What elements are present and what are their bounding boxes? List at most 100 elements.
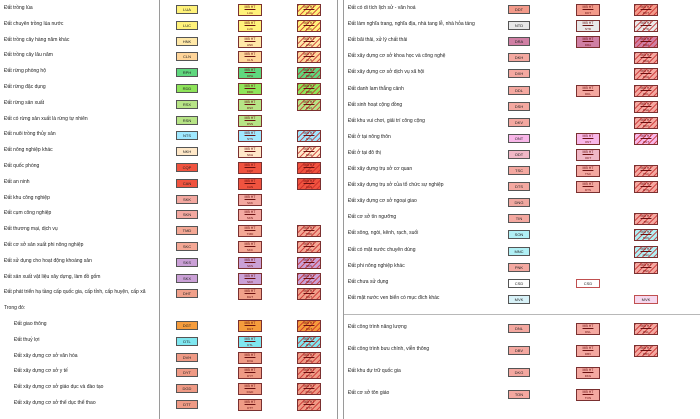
planned-symbol-hatched: MB HT CLN: [297, 51, 321, 64]
plan-caption: MB HT: [640, 5, 652, 9]
plan-code: TSC: [585, 172, 591, 176]
land-use-code-swatch: DDL: [508, 85, 530, 95]
plan-caption: MB HT: [582, 5, 594, 9]
planned-symbol-hatched: MB HT DRA: [634, 36, 658, 49]
plan-code: NKH: [305, 153, 313, 158]
plan-caption: MB HT: [303, 84, 315, 88]
land-use-label: Đất xây dựng trụ sở cơ quan: [348, 166, 413, 172]
plan-caption: MB HT: [582, 21, 594, 26]
plan-caption: MB HT: [244, 131, 256, 136]
planned-symbol-hatched: MB HT DSH: [634, 100, 658, 113]
plan-caption: MB HT: [244, 273, 256, 278]
land-use-label: Đất sinh hoạt cộng đồng: [348, 101, 403, 108]
legend-row: Đất công trình bưu chính, viễn thông DBV M…: [344, 344, 700, 358]
planned-symbol-hatched: MB HT DVH: [297, 351, 321, 364]
land-use-label: Trong đó:: [4, 305, 26, 312]
planned-symbol-hatched: MB HT RPH: [297, 67, 321, 80]
legend-right-panel: Đất có di tích lịch sử - văn hoá DDT MB HT…: [344, 0, 700, 419]
legend-row: Đất giao thông DGT MB HT DGT MB HT DGT: [0, 319, 336, 333]
planned-symbol-hatched: MB HT SKS: [297, 256, 321, 269]
plan-caption: MB HT: [303, 68, 315, 73]
land-use-label: Đất công trình năng lượng: [348, 324, 407, 330]
plan-code: PNK: [642, 268, 650, 273]
legend-left-panel: Đất trồng lúa LUA MB HT LUA MB HT LUA Đất chuy…: [0, 0, 336, 419]
planned-symbol-hatched: MB HT TIN: [634, 213, 658, 226]
plan-code: DTS: [643, 188, 649, 193]
plan-code: RSN: [246, 121, 254, 126]
plan-code: DXH: [642, 75, 650, 80]
planned-symbol-hatched: MB HT DNL: [634, 323, 658, 335]
legend-row: Đất ở tại đô thị ODT MB HT ODT: [344, 148, 700, 162]
planned-symbol: MB HT HNK: [238, 35, 262, 48]
plan-caption: MB HT: [582, 182, 594, 187]
legend-row: Đất trồng cây hàng năm khác HNK MB HT HNK MB…: [0, 35, 336, 49]
land-use-code-swatch: DHT: [176, 289, 198, 299]
plan-caption: MB HT: [640, 214, 652, 219]
plan-code: RPH: [246, 74, 254, 79]
land-use-label: Đất thuỷ lợi: [14, 336, 40, 343]
planned-symbol-hatched: MB HT DHT: [297, 288, 321, 301]
legend-row: Đất xây dựng cơ sở khoa học và công nghệ…: [344, 51, 700, 65]
plan-caption: MB HT: [303, 226, 315, 231]
land-use-label: Đất xây dựng cơ sở thể dục thể thao: [14, 400, 96, 406]
land-use-label: Đất thương mại, dịch vụ: [4, 226, 58, 233]
land-use-code-swatch: RPH: [176, 68, 198, 78]
land-use-code-swatch: SKN: [176, 210, 198, 220]
planned-symbol: MB HT DNL: [576, 323, 600, 335]
plan-caption: MB HT: [303, 163, 315, 167]
planned-symbol-hatched: MB HT DKH: [634, 52, 658, 65]
plan-code: DTS: [585, 188, 591, 193]
plan-code: LUA: [306, 11, 312, 15]
plan-code: DGT: [246, 327, 254, 331]
land-use-code-swatch: LUA: [176, 5, 198, 14]
legend-row: Đất bãi thải, xử lý chất thải DRA MB HT DRA…: [344, 35, 700, 49]
planned-symbol: MB HT RDD: [238, 83, 262, 95]
plan-code: DGD: [246, 390, 254, 395]
planned-symbol-hatched: MB HT NTS: [297, 130, 321, 143]
land-use-code-swatch: RSN: [176, 115, 198, 125]
legend-row: Đất cơ sở sản xuất phi nông nghiệp SKC MB …: [0, 240, 336, 254]
planned-symbol-hatched: MB HT DTS: [634, 181, 658, 194]
legend-row: Đất phi nông nghiệp khác PNK MB HT PNK: [344, 261, 700, 275]
land-use-label: Đất xây dựng cơ sở ngoại giao: [348, 198, 417, 205]
planned-symbol-hatched: MB HT HNK: [297, 35, 321, 48]
plan-caption: MB HT: [244, 99, 256, 104]
land-use-code-swatch: ODT: [508, 149, 530, 159]
plan-caption: MB HT: [640, 133, 652, 138]
plan-code: ONT: [584, 139, 592, 144]
land-use-label: Đất trồng cây hàng năm khác: [4, 36, 70, 43]
plan-caption: MB HT: [244, 147, 256, 152]
planned-symbol: MB HT ONT: [576, 132, 600, 145]
plan-code: DKH: [642, 59, 650, 64]
plan-code: DSH: [642, 107, 650, 112]
legend-row: Đất an ninh CAN MB HT CAN MB HT CAN: [0, 177, 336, 191]
plan-caption: MB HT: [244, 163, 256, 167]
plan-caption: MB HT: [244, 84, 256, 88]
land-use-label: Đất cơ sở tín ngưỡng: [348, 214, 397, 221]
plan-caption: MB HT: [303, 178, 315, 183]
plan-code: NTD: [642, 27, 650, 32]
planned-symbol: MB HT DKG: [576, 367, 600, 379]
plan-caption: MB HT: [244, 5, 256, 9]
plan-caption: MB HT: [244, 194, 256, 199]
planned-symbol-hatched: MB HT TSC: [634, 165, 658, 177]
plan-code: DKG: [584, 374, 592, 378]
planned-symbol-hatched: MB HT SKC: [297, 241, 321, 253]
plan-caption: MB HT: [640, 37, 652, 42]
planned-symbol-hatched: MB HT DTT: [297, 399, 321, 411]
legend-row: Đất mặt nước ven biển có mục đích khác MV…: [344, 293, 700, 307]
land-use-code-swatch: ONT: [508, 133, 530, 143]
planned-symbol: MB HT DGT: [238, 320, 262, 332]
plan-caption: MB HT: [244, 178, 256, 183]
planned-symbol-hatched: MB HT DXH: [634, 68, 658, 81]
plan-caption: MB HT: [640, 21, 652, 26]
panel-divider: [337, 0, 338, 419]
planned-symbol-hatched: MB HT LUA: [297, 4, 321, 16]
land-use-label: Đất xây dựng cơ sở dịch vụ xã hội: [348, 69, 425, 76]
plan-caption: MB HT: [303, 36, 315, 41]
plan-caption: MB HT: [640, 324, 652, 328]
plan-code: TMD: [305, 232, 313, 237]
planned-symbol: MB HT DYT: [238, 367, 262, 380]
plan-caption: MB HT: [303, 20, 315, 25]
plan-code: NTD: [584, 27, 592, 32]
